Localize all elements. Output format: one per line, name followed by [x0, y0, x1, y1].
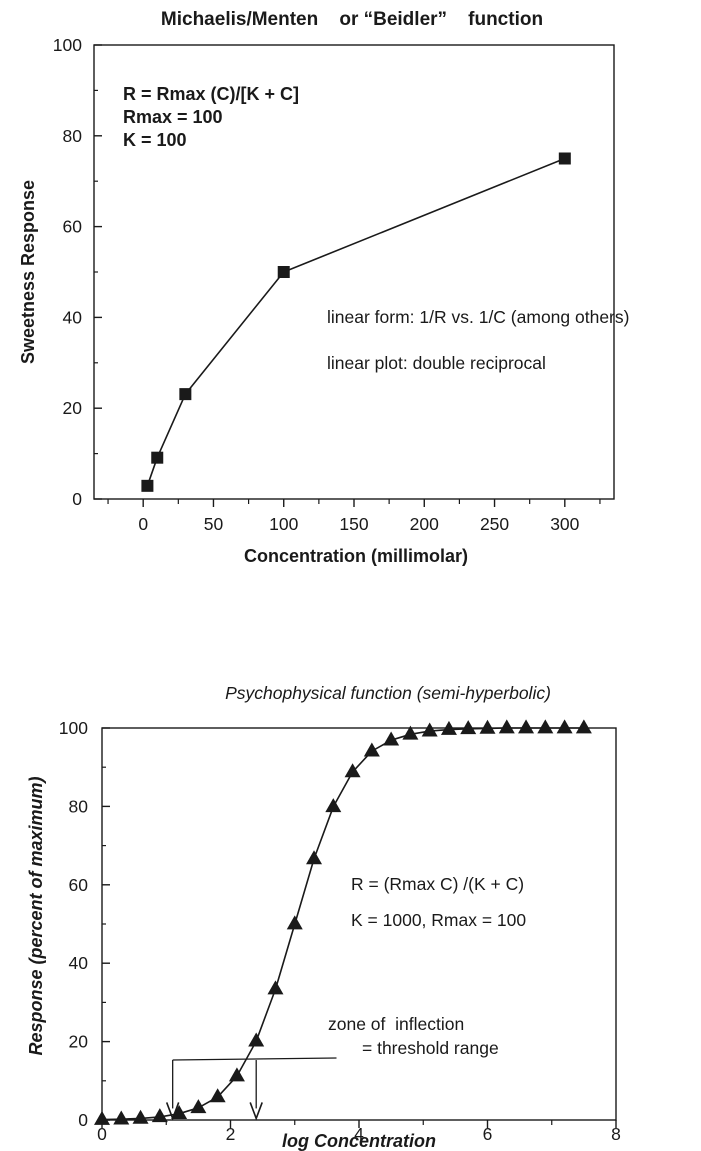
k-annotation: K = 100 — [123, 130, 187, 150]
data-point — [267, 980, 284, 995]
data-point — [558, 152, 571, 165]
y-tick-label: 60 — [69, 875, 89, 895]
x-tick-label: 50 — [204, 514, 224, 534]
threshold-arrow-head — [165, 1102, 180, 1121]
data-point — [498, 719, 515, 734]
x-tick-label: 200 — [410, 514, 439, 534]
threshold-bracket — [165, 1057, 337, 1121]
series — [94, 719, 592, 1125]
x-axis-label: log Concentration — [282, 1131, 436, 1151]
threshold-annotation: = threshold range — [362, 1038, 499, 1058]
bracket-line — [172, 1057, 337, 1061]
data-point — [94, 1110, 110, 1125]
linear-plot-annotation: linear plot: double reciprocal — [327, 353, 546, 373]
y-axis-label: Sweetness Response — [18, 180, 38, 364]
threshold-arrow-head — [249, 1102, 263, 1121]
data-point — [344, 763, 361, 778]
x-tick-labels: 0 50 100 150 200 250 300 — [138, 514, 579, 534]
formula-annotation: R = (Rmax C) /(K + C) — [351, 874, 524, 894]
x-tick-label: 150 — [339, 514, 368, 534]
data-point — [179, 388, 192, 401]
data-point — [556, 719, 573, 734]
chart-title: Psychophysical function (semi-hyperbolic… — [225, 683, 551, 703]
y-tick-label: 80 — [63, 126, 83, 146]
y-tick-labels: 0 20 40 60 80 100 — [53, 35, 82, 509]
formula-annotation: R = Rmax (C)/[K + C] — [123, 84, 299, 104]
data-point — [277, 266, 290, 278]
series — [141, 152, 571, 492]
data-point — [286, 915, 303, 930]
data-point — [171, 1105, 188, 1120]
data-point — [325, 798, 342, 813]
x-axis-label: Concentration (millimolar) — [244, 546, 468, 566]
data-point — [141, 479, 154, 492]
data-point — [460, 720, 477, 735]
y-tick-label: 100 — [53, 35, 82, 55]
x-tick-labels: 0 2 4 6 8 — [97, 1124, 621, 1144]
data-point — [421, 722, 438, 737]
data-point — [151, 451, 164, 464]
data-point — [575, 719, 592, 734]
inflection-annotation: zone of inflection — [328, 1014, 464, 1034]
x-tick-label: 2 — [226, 1124, 236, 1144]
x-tick-label: 300 — [550, 514, 579, 534]
y-tick-label: 40 — [69, 953, 89, 973]
data-point — [190, 1099, 207, 1114]
x-tick-label: 8 — [611, 1124, 621, 1144]
y-axis-label: Response (percent of maximum) — [26, 776, 46, 1055]
x-tick-label: 100 — [269, 514, 298, 534]
y-tick-label: 0 — [78, 1110, 88, 1130]
y-tick-label: 0 — [72, 489, 82, 509]
x-tick-label: 4 — [354, 1124, 364, 1144]
linear-form-annotation: linear form: 1/R vs. 1/C (among others) — [327, 307, 629, 327]
x-tick-label: 0 — [97, 1124, 107, 1144]
data-point — [248, 1032, 265, 1047]
y-tick-labels: 0 20 40 60 80 100 — [59, 718, 88, 1130]
rmax-annotation: Rmax = 100 — [123, 107, 223, 127]
data-point — [363, 742, 380, 757]
data-point — [479, 719, 496, 734]
data-point — [228, 1067, 245, 1082]
data-point — [383, 731, 400, 746]
y-tick-label: 20 — [63, 398, 83, 418]
chart-title: Michaelis/Menten or “Beidler” function — [161, 9, 543, 30]
y-tick-label: 60 — [63, 217, 83, 237]
data-point — [306, 850, 323, 865]
y-tick-label: 100 — [59, 718, 88, 738]
axes — [94, 44, 601, 507]
x-tick-label: 250 — [480, 514, 509, 534]
data-point — [132, 1109, 149, 1124]
data-point — [151, 1108, 168, 1123]
data-point — [402, 725, 419, 740]
y-tick-label: 20 — [69, 1032, 89, 1052]
data-point — [440, 720, 457, 735]
constants-annotation: K = 1000, Rmax = 100 — [351, 910, 526, 930]
data-point — [113, 1110, 130, 1125]
x-tick-label: 0 — [138, 514, 148, 534]
data-point — [518, 719, 535, 734]
michaelis-menten-chart: Michaelis/Menten or “Beidler” function 0… — [18, 9, 629, 566]
data-point — [209, 1088, 226, 1103]
y-tick-label: 40 — [63, 307, 83, 327]
x-tick-label: 6 — [483, 1124, 493, 1144]
psychophysical-chart: Psychophysical function (semi-hyperbolic… — [26, 683, 621, 1151]
data-point — [537, 719, 554, 734]
y-tick-label: 80 — [69, 796, 89, 816]
